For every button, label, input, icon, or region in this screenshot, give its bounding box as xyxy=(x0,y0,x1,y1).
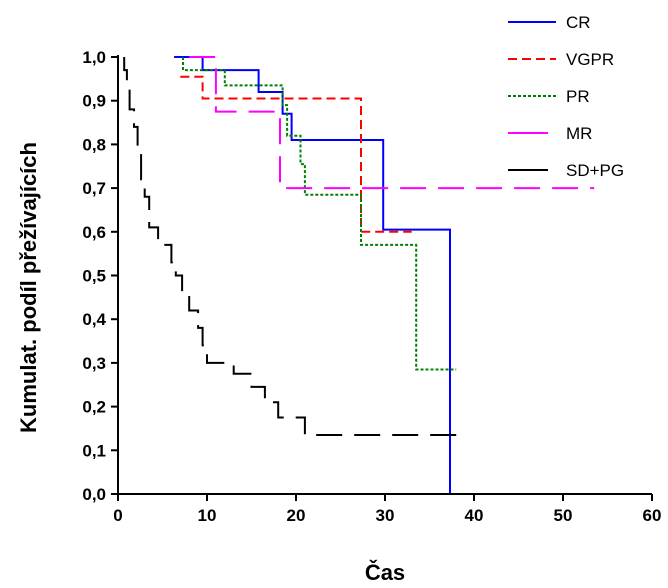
x-axis-title: Čas xyxy=(365,560,405,585)
y-tick-label: 0,6 xyxy=(82,223,106,242)
x-tick-label: 20 xyxy=(287,506,306,525)
series-line-cr xyxy=(174,56,451,494)
x-tick-label: 50 xyxy=(554,506,573,525)
x-tick-label: 40 xyxy=(465,506,484,525)
y-tick-label: 0,7 xyxy=(82,179,106,198)
y-tick-label: 0,8 xyxy=(82,135,106,154)
y-tick-label: 0,9 xyxy=(82,92,106,111)
x-tick-label: 10 xyxy=(198,506,217,525)
y-tick-label: 0,0 xyxy=(82,485,106,504)
legend-label: SD+PG xyxy=(566,161,624,180)
x-tick-label: 30 xyxy=(376,506,395,525)
y-tick-label: 0,1 xyxy=(82,441,106,460)
ticks-layer: 0 10 20 30 40 50 60 0,0 0,1 0,2 0,3 0,4 0,5 0,6 0,7 0,8… xyxy=(82,48,661,525)
x-tick-label: 0 xyxy=(113,506,122,525)
y-tick-label: 0,3 xyxy=(82,354,106,373)
series-line-vgpr xyxy=(180,75,412,233)
series-line-pr xyxy=(182,57,457,371)
y-tick-label: 0,4 xyxy=(82,310,106,329)
legend-label: MR xyxy=(566,124,592,143)
x-tick-label: 60 xyxy=(643,506,662,525)
series-layer xyxy=(123,56,595,494)
legend-label: VGPR xyxy=(566,50,614,69)
series-line-sd-pg xyxy=(123,57,457,436)
legend: CR VGPR PR MR SD+PG xyxy=(508,13,624,180)
legend-label: PR xyxy=(566,87,590,106)
y-tick-label: 0,5 xyxy=(82,267,106,286)
series-line-mr xyxy=(189,56,595,190)
y-tick-label: 1,0 xyxy=(82,48,106,67)
y-tick-label: 0,2 xyxy=(82,398,106,417)
axes-layer xyxy=(117,55,652,495)
y-axis-title: Kumulat. podíl přežívajících xyxy=(16,142,41,433)
legend-label: CR xyxy=(566,13,591,32)
